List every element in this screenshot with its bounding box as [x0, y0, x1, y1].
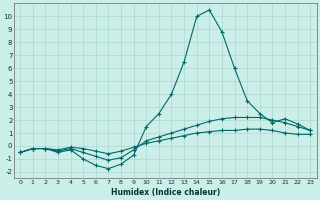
X-axis label: Humidex (Indice chaleur): Humidex (Indice chaleur) — [111, 188, 220, 197]
